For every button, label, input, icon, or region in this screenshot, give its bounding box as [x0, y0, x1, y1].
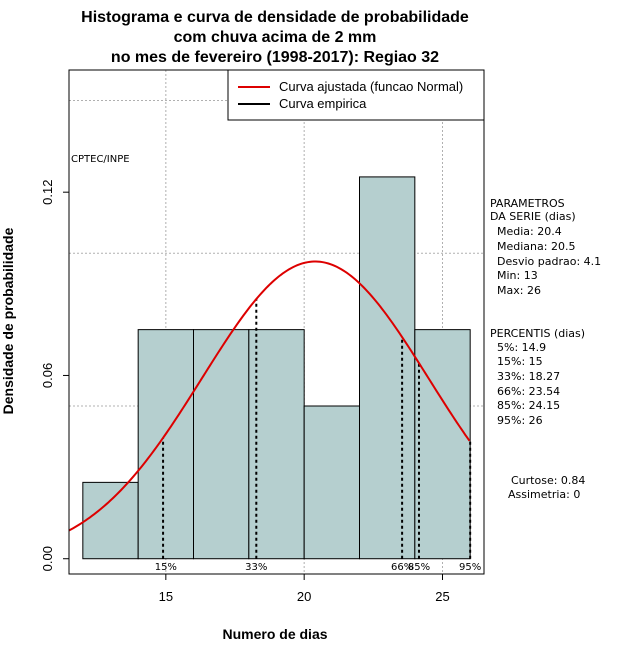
x-tick-label-1: 20	[297, 589, 311, 604]
y-tick-label-2: 0.12	[40, 180, 55, 205]
legend: Curva ajustada (funcao Normal) Curva emp…	[227, 69, 485, 121]
histogram-bars	[82, 176, 471, 560]
chart-title-line-3: no mes de fevereiro (1998-2017): Regiao …	[111, 49, 439, 66]
percentil-5: 5%: 14.9	[497, 341, 546, 354]
y-tick-label-0: 0.00	[40, 546, 55, 571]
percentile-label-4: 95%	[459, 562, 481, 573]
percentil-85: 85%: 24.15	[497, 399, 560, 412]
histogram-bar-2	[193, 329, 250, 560]
param-min: Min: 13	[497, 269, 538, 282]
percentile-lines: 15% 33% 66%85% 95%	[155, 299, 481, 573]
histogram-bar-3	[248, 329, 305, 560]
x-tick-label-0: 15	[159, 589, 173, 604]
param-max: Max: 26	[497, 284, 541, 297]
x-axis-label: Numero de dias	[222, 626, 327, 642]
percentile-label-0: 15%	[155, 562, 177, 573]
legend-box	[227, 69, 485, 121]
percentile-label-1: 33%	[245, 562, 267, 573]
histogram-bar-6	[414, 329, 471, 560]
x-tick-label-2: 25	[435, 589, 449, 604]
parametros-heading: PARAMETROS	[490, 197, 565, 210]
parametros-subheading: DA SERIE (dias)	[490, 210, 576, 223]
param-desvio: Desvio padrao: 4.1	[497, 255, 601, 268]
chart-title-line-1: Histograma e curva de densidade de proba…	[81, 9, 469, 26]
y-axis-label: Densidade de probabilidade	[0, 227, 16, 414]
histogram-bar-5	[359, 176, 416, 560]
parametros-panel: PARAMETROS DA SERIE (dias) Media: 20.4 M…	[490, 197, 601, 297]
percentil-15: 15%: 15	[497, 355, 543, 368]
legend-label-empirical: Curva empirica	[279, 96, 367, 111]
stat-curtose: Curtose: 0.84	[511, 474, 585, 487]
histogram-bar-4	[303, 405, 360, 560]
chart-title-line-2: com chuva acima de 2 mm	[174, 29, 377, 46]
percentil-95: 95%: 26	[497, 414, 543, 427]
percentil-66: 66%: 23.54	[497, 385, 560, 398]
param-media: Media: 20.4	[497, 225, 562, 238]
percentile-label-2: 66%	[391, 562, 413, 573]
stat-assimetria: Assimetria: 0	[508, 488, 580, 501]
percentile-label-3: 85%	[408, 562, 430, 573]
normal-fit-curve	[68, 260, 471, 532]
axis-ticks: 15 20 25 0.00 0.06 0.12	[40, 180, 450, 604]
param-mediana: Mediana: 20.5	[497, 240, 575, 253]
histogram-bar-1	[137, 329, 195, 560]
percentis-heading: PERCENTIS (dias)	[490, 327, 585, 340]
histogram-bar-0	[82, 481, 139, 560]
density-curves	[68, 260, 471, 532]
source-annotation: CPTEC/INPE	[71, 154, 130, 165]
legend-label-fit: Curva ajustada (funcao Normal)	[279, 79, 463, 94]
percentis-panel: PERCENTIS (dias) 5%: 14.9 15%: 15 33%: 1…	[490, 327, 585, 427]
percentil-33: 33%: 18.27	[497, 370, 560, 383]
y-tick-label-1: 0.06	[40, 363, 55, 388]
